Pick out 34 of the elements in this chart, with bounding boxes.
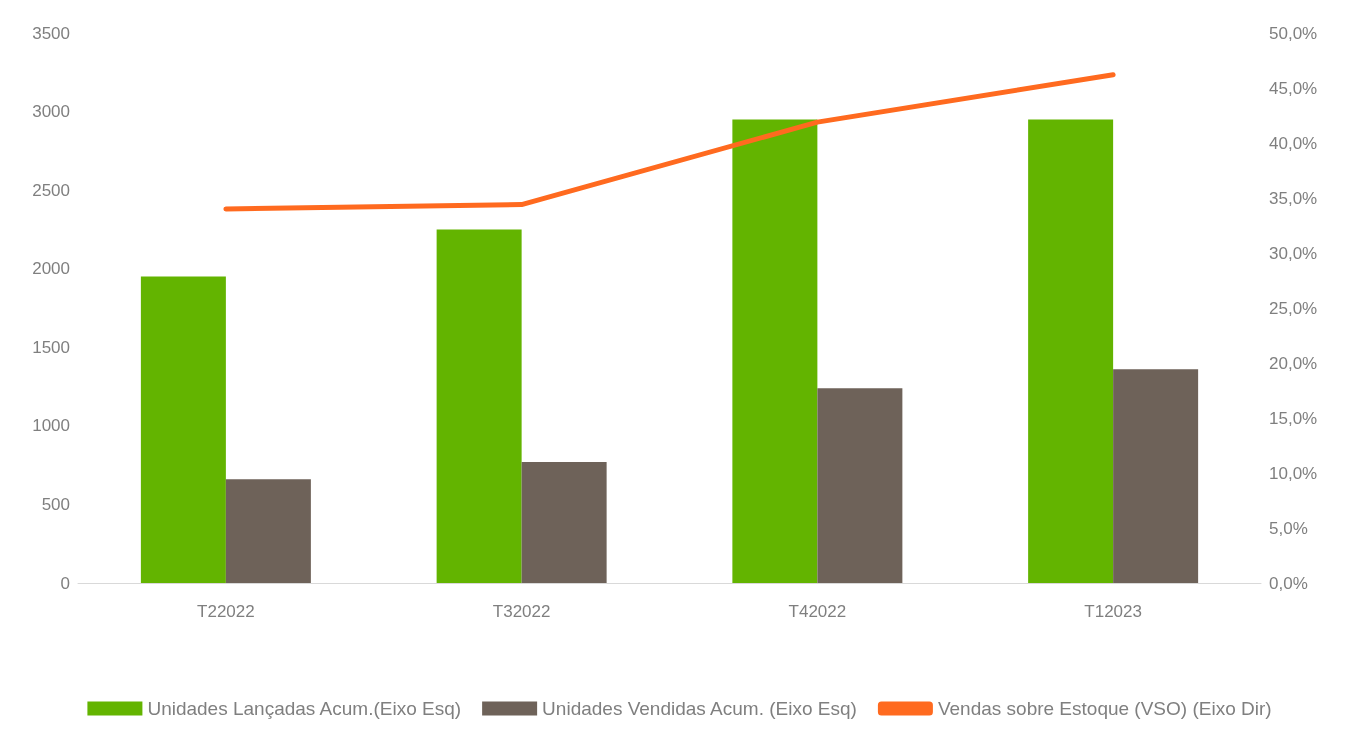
bar (1113, 369, 1199, 583)
y2-tick-label: 10,0% (1269, 463, 1318, 483)
y2-tick-label: 20,0% (1269, 353, 1318, 373)
y2-tick-label: 0,0% (1269, 573, 1308, 593)
bar (225, 479, 311, 583)
y2-tick-label: 50,0% (1269, 23, 1318, 43)
y-tick-label: 0 (60, 573, 70, 593)
y2-tick-label: 45,0% (1269, 78, 1318, 98)
bar (732, 119, 818, 583)
bar (436, 229, 522, 583)
y2-tick-label: 15,0% (1269, 408, 1318, 428)
y-tick-label: 3500 (32, 23, 70, 43)
x-tick-label: T42022 (788, 602, 847, 621)
y2-tick-label: 40,0% (1269, 133, 1318, 153)
legend-label: Unidades Vendidas Acum. (Eixo Esq) (542, 698, 857, 719)
y-tick-label: 1000 (32, 416, 70, 436)
bar (140, 276, 226, 583)
legend-label: Vendas sobre Estoque (VSO) (Eixo Dir) (937, 698, 1272, 719)
y-tick-label: 500 (41, 494, 70, 514)
y2-tick-label: 25,0% (1269, 298, 1318, 318)
x-tick-label: T22022 (197, 602, 255, 621)
x-tick-label: T32022 (492, 602, 551, 621)
y-tick-label: 2000 (32, 259, 70, 279)
bar (521, 462, 607, 583)
x-tick-label: T12023 (1084, 602, 1142, 621)
bar (817, 388, 903, 583)
legend-label: Unidades Lançadas Acum.(Eixo Esq) (147, 698, 462, 719)
y-tick-label: 3000 (32, 102, 70, 122)
y-tick-label: 2500 (32, 180, 70, 200)
y2-tick-label: 30,0% (1269, 243, 1318, 263)
y2-tick-label: 35,0% (1269, 188, 1318, 208)
y2-tick-label: 5,0% (1269, 518, 1308, 538)
y-tick-label: 1500 (32, 337, 70, 357)
bar (1028, 119, 1114, 583)
